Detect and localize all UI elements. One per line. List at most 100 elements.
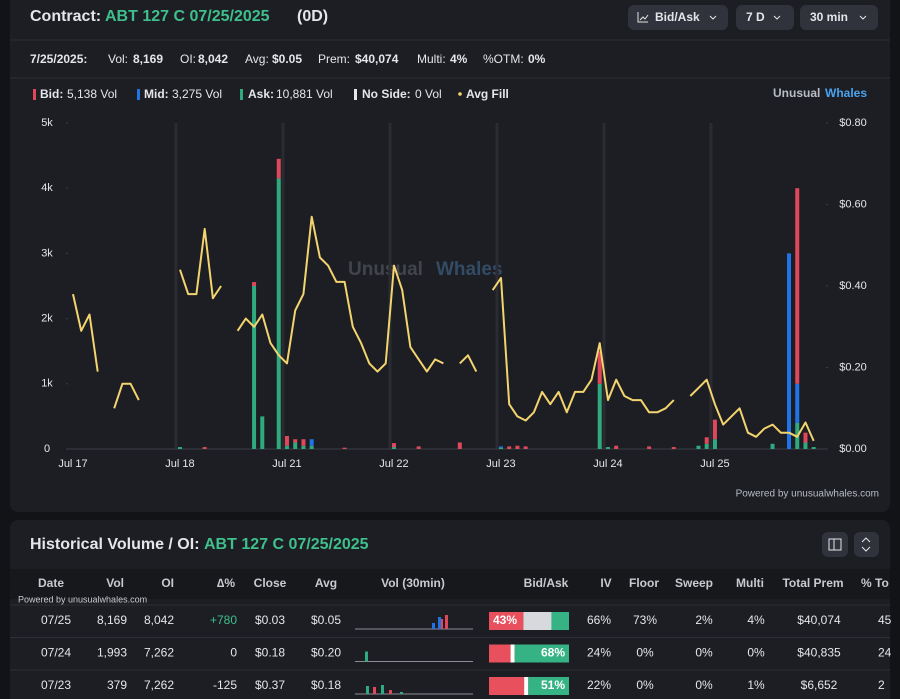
cell: 07/23 — [41, 678, 71, 692]
cell: 7,262 — [144, 678, 174, 692]
stat-label: Vol: — [108, 52, 128, 66]
bar — [416, 446, 421, 449]
cell: 22% — [587, 678, 611, 692]
column-header: Total Prem — [782, 576, 843, 590]
bar — [605, 447, 610, 449]
bid-ask-mid — [510, 644, 515, 663]
button-label[interactable]: 30 min — [810, 10, 848, 24]
bar — [770, 443, 775, 449]
cell: $0.05 — [311, 613, 341, 627]
button-bg[interactable] — [800, 5, 878, 30]
legend-volume: 5,138 Vol — [67, 87, 117, 101]
icon-button[interactable] — [854, 532, 879, 557]
y2-tick-label: $0.80 — [839, 117, 867, 129]
column-header: OI — [161, 576, 174, 590]
bar — [391, 443, 396, 448]
column-header: Floor — [629, 576, 659, 590]
cell: 0% — [695, 646, 713, 660]
button[interactable]: 7 D — [736, 5, 794, 30]
column-header: Vol (30min) — [381, 576, 445, 590]
bar — [696, 445, 701, 449]
icon-button[interactable] — [822, 532, 848, 557]
powered-by: Powered by unusualwhales.com — [18, 594, 147, 604]
contract-label: Contract: — [30, 8, 101, 25]
legend-volume: 10,881 Vol — [276, 87, 333, 101]
y-tick-label: 2k — [41, 313, 53, 325]
legend-label: Mid: — [144, 87, 169, 101]
cell: 1% — [747, 678, 765, 692]
watermark: Unusual — [348, 259, 423, 280]
bar — [597, 351, 602, 384]
stat-label: Prem: — [318, 52, 350, 66]
cell: 2 — [878, 678, 885, 692]
cell: $0.20 — [311, 646, 341, 660]
icon-bg[interactable] — [854, 532, 879, 557]
cell: 2% — [695, 613, 713, 627]
cell: $6,652 — [801, 678, 838, 692]
legend-swatch — [458, 92, 462, 96]
powered-by: Powered by unusualwhales.com — [736, 489, 879, 500]
bar — [276, 178, 281, 450]
icon — [861, 537, 871, 552]
bar — [811, 447, 816, 449]
button[interactable]: Bid/Ask — [628, 5, 728, 30]
bar — [498, 447, 503, 449]
x-tick-label: Jul 18 — [165, 458, 194, 470]
section-title: Historical Volume / OI: — [30, 536, 200, 553]
sparkline-bar — [400, 692, 403, 694]
bar — [276, 158, 281, 179]
bar — [712, 439, 717, 449]
legend-volume: 0 Vol — [415, 87, 442, 101]
button-bg[interactable] — [628, 5, 728, 30]
bar — [704, 437, 709, 444]
cell: 45 — [878, 613, 892, 627]
stat-value: 0% — [528, 52, 546, 66]
bar — [515, 445, 520, 449]
cell: 24% — [587, 646, 611, 660]
button[interactable]: 30 min — [800, 5, 878, 30]
watermark: Whales — [436, 259, 503, 280]
bid-ask-mid — [524, 677, 529, 695]
bar — [787, 253, 792, 449]
stat-label: Avg: — [245, 52, 269, 66]
bid-ask-mid — [523, 612, 552, 630]
contract-name: ABT 127 C 07/25/2025 — [105, 8, 270, 25]
cell: 379 — [107, 678, 127, 692]
column-header: Sweep — [675, 576, 713, 590]
legend-swatch — [137, 89, 140, 100]
y-tick-label: 5k — [41, 117, 53, 129]
bar — [309, 439, 314, 446]
column-header: Avg — [315, 576, 337, 590]
legend-swatch — [240, 89, 243, 100]
cell: +780 — [210, 613, 237, 627]
bar — [284, 435, 289, 446]
bid-ask-bar — [489, 612, 524, 630]
bar — [647, 446, 652, 449]
bar — [795, 188, 800, 384]
legend-label: Ask: — [248, 87, 274, 101]
legend-swatch — [354, 89, 357, 100]
icon — [637, 12, 649, 23]
bar — [260, 416, 265, 449]
icon-bg[interactable] — [822, 532, 848, 557]
bar — [614, 445, 619, 449]
cell: 0 — [230, 646, 237, 660]
cell: 66% — [587, 613, 611, 627]
stat-label: %OTM: — [483, 52, 524, 66]
stat-value: 8,042 — [198, 52, 228, 66]
bar — [803, 432, 808, 443]
cell: 0% — [695, 678, 713, 692]
cell: 73% — [633, 613, 657, 627]
button-bg[interactable] — [736, 5, 794, 30]
button-label[interactable]: Bid/Ask — [655, 10, 700, 24]
y-tick-label: 1k — [41, 378, 53, 390]
avg-fill-line — [72, 215, 815, 442]
table-card — [10, 520, 890, 699]
bar — [301, 439, 306, 446]
x-tick-label: Jul 22 — [379, 458, 408, 470]
bar — [293, 442, 298, 449]
stat-value: $0.05 — [272, 52, 302, 66]
button-label[interactable]: 7 D — [746, 10, 765, 24]
column-header: Vol — [106, 576, 124, 590]
bar — [202, 447, 207, 449]
